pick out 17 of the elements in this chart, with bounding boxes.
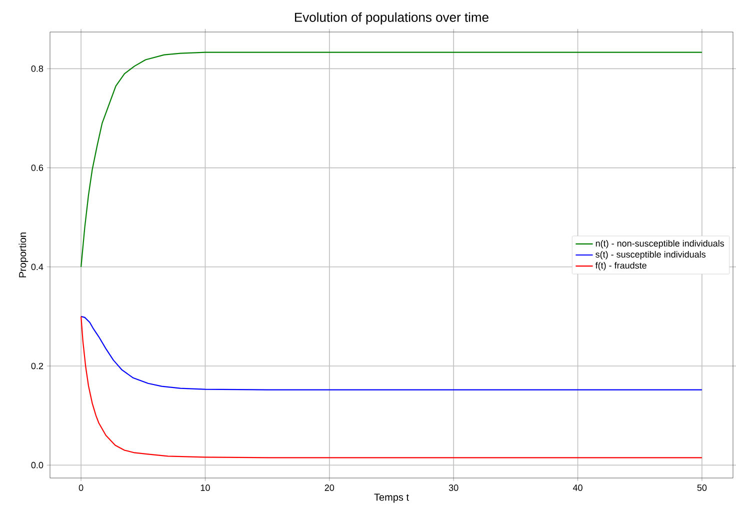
y-tick-label: 0.8 <box>31 65 44 72</box>
y-tick-label: 0.4 <box>31 264 44 270</box>
y-tick-label: 0.0 <box>31 462 44 468</box>
y-axis-title: Proportion <box>18 232 28 278</box>
legend-label: f(t) - fraudste <box>595 262 646 270</box>
x-tick-label: 50 <box>697 484 707 491</box>
x-tick-label: 20 <box>324 484 334 491</box>
x-tick-label: 30 <box>448 484 458 491</box>
chart-title: Evolution of populations over time <box>295 12 488 24</box>
legend-label: n(t) - non-susceptible individuals <box>596 240 724 248</box>
y-tick-label: 0.2 <box>31 362 44 370</box>
x-axis-title: Temps t <box>374 494 409 503</box>
x-tick-label: 0 <box>78 484 84 491</box>
x-tick-label: 10 <box>200 484 210 491</box>
y-tick-label: 0.6 <box>31 164 44 171</box>
legend-label: s(t) - susceptible individuals <box>596 250 706 260</box>
x-tick-label: 40 <box>572 484 582 491</box>
